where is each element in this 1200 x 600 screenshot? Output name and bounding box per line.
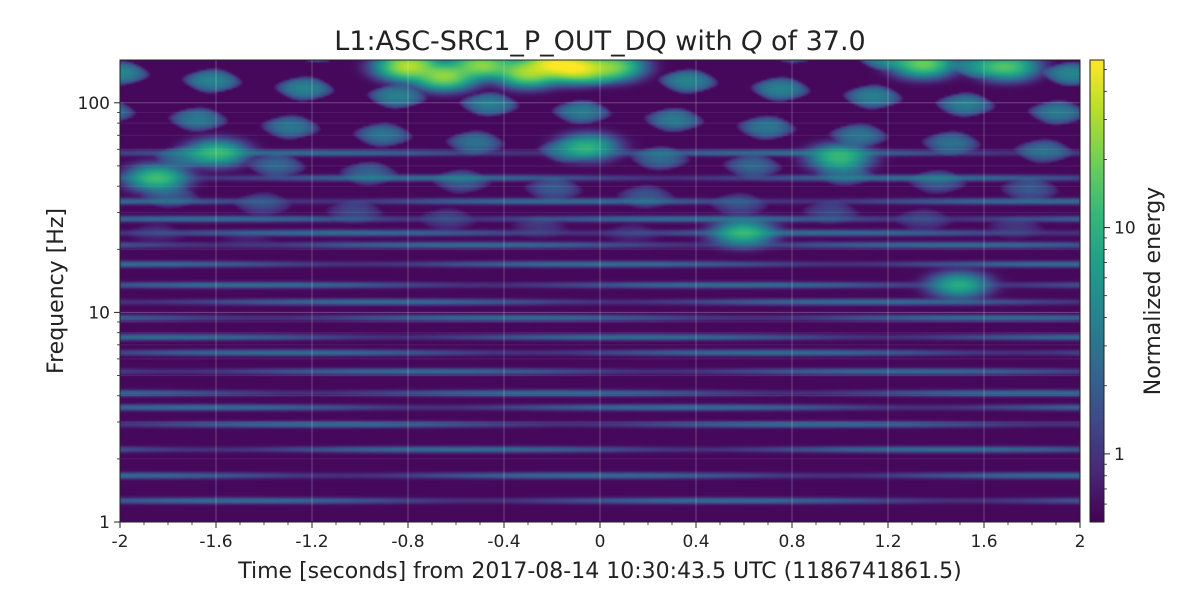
colorbar-tick-label: 10 — [1114, 219, 1136, 239]
colorbar-label: Normalized energy — [1141, 187, 1166, 395]
x-tick-label: 0.4 — [682, 532, 709, 552]
title-prefix: L1:ASC-SRC1_P_OUT_DQ with — [334, 26, 741, 57]
x-tick-label: -1.6 — [199, 532, 232, 552]
colorbar-tick-label: 1 — [1114, 445, 1125, 465]
x-axis-label: Time [seconds] from 2017-08-14 10:30:43.… — [237, 559, 961, 584]
y-tick-label: 100 — [78, 94, 110, 114]
chart-title: L1:ASC-SRC1_P_OUT_DQ with Q of 37.0 — [334, 26, 865, 57]
x-tick-label: -1.2 — [295, 532, 328, 552]
x-tick-label: 0.8 — [778, 532, 805, 552]
x-tick-label: 0 — [595, 532, 606, 552]
x-tick-label: -0.4 — [487, 532, 520, 552]
title-suffix: of 37.0 — [762, 26, 865, 57]
x-tick-label: 2 — [1075, 532, 1086, 552]
x-tick-label: -2 — [112, 532, 129, 552]
y-axis: 1 10 100 — [78, 94, 120, 533]
x-tick-label: 1.2 — [874, 532, 901, 552]
y-tick-label: 1 — [99, 513, 110, 533]
colorbar-gradient — [1089, 59, 1105, 523]
x-tick-label: 1.6 — [970, 532, 997, 552]
x-axis: -2 -1.6 -1.2 -0.8 -0.4 0 0.4 0.8 1.2 1.6 2 — [112, 522, 1086, 552]
y-tick-label: 10 — [88, 303, 110, 323]
colorbar-ticks: 1 10 — [1104, 68, 1136, 505]
x-tick-label: -0.8 — [391, 532, 424, 552]
title-q-symbol: Q — [741, 26, 762, 57]
colorbar: 1 10 Normalized energy — [1089, 59, 1166, 523]
spectrogram-heatmap — [120, 60, 1080, 522]
y-axis-label: Frequency [Hz] — [44, 208, 69, 374]
plot-area — [119, 59, 1081, 523]
